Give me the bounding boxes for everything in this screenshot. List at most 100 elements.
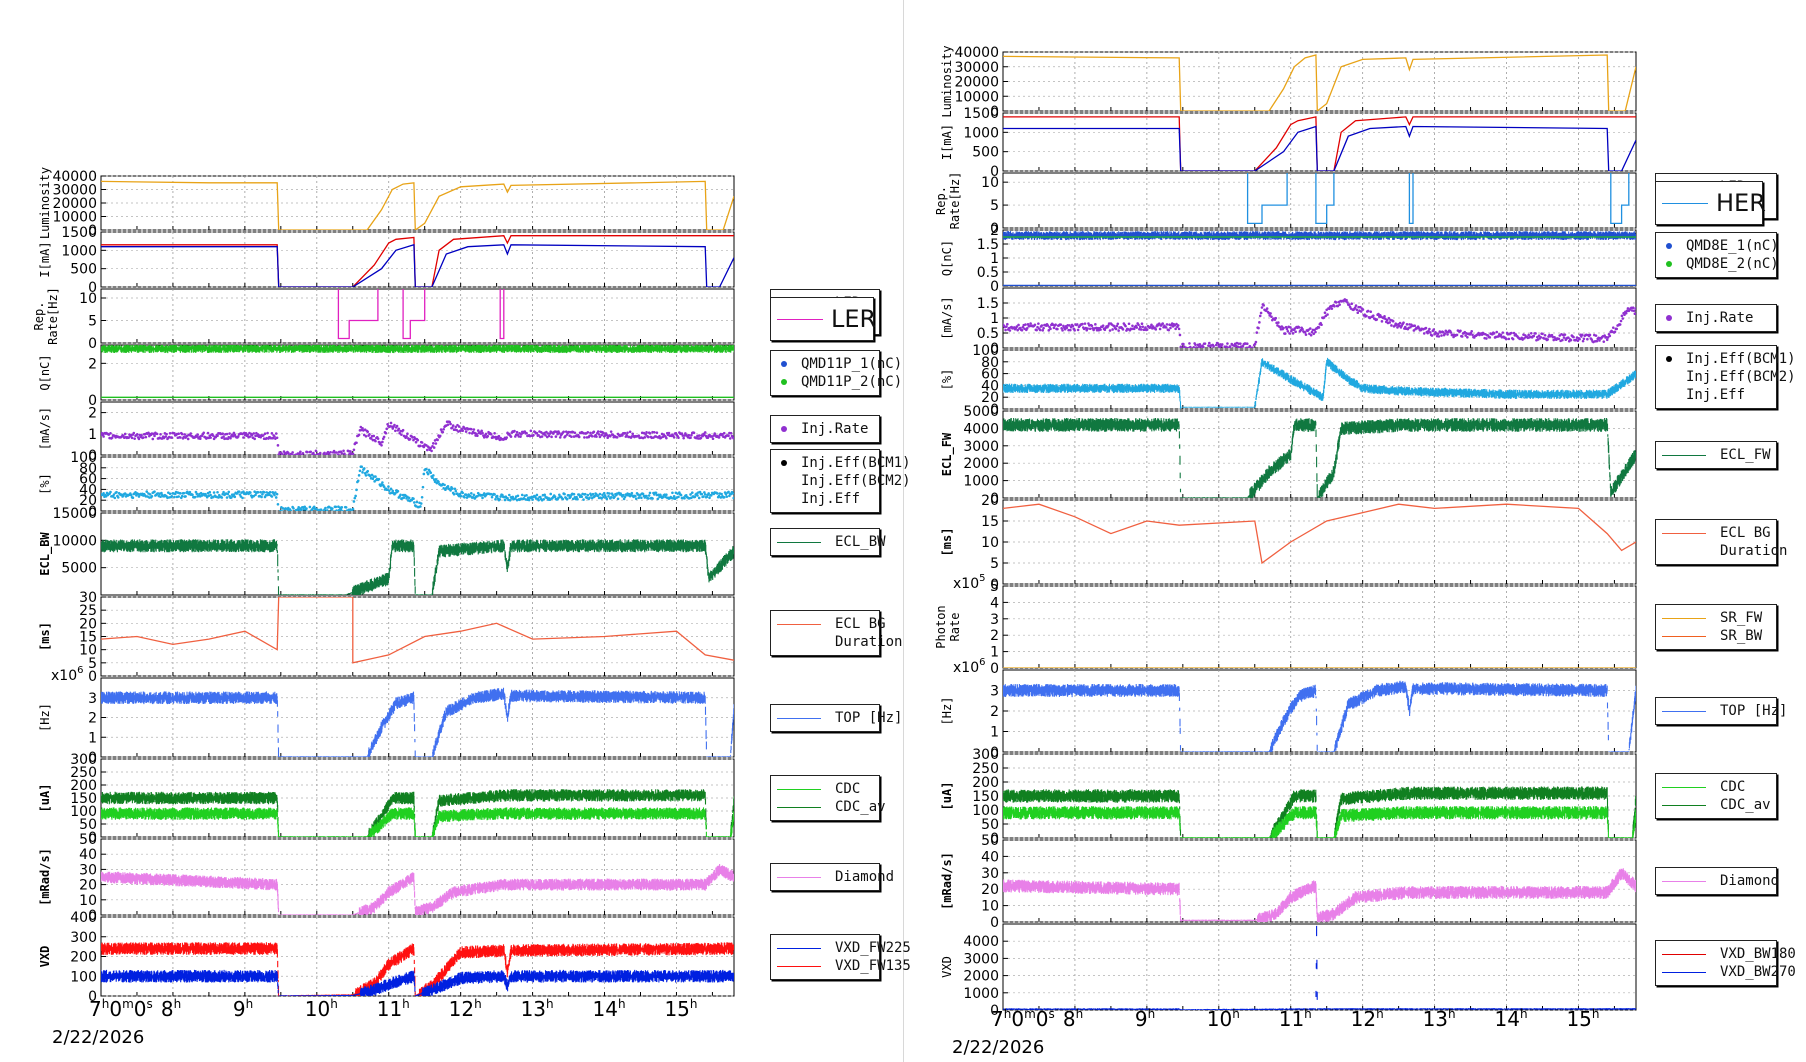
data-point (344, 506, 348, 509)
y-axis-label: [mA/s] (38, 407, 52, 450)
series-line (1003, 418, 1636, 498)
data-point (1365, 314, 1368, 318)
tick-label-y: 300 (70, 752, 97, 768)
data-point (1512, 331, 1516, 335)
data-point (590, 435, 594, 438)
data-point (1464, 334, 1467, 337)
data-point (270, 495, 274, 498)
data-point (250, 433, 254, 437)
data-point (1361, 308, 1365, 311)
data-point (698, 490, 702, 494)
data-point (135, 433, 139, 436)
data-point (461, 491, 464, 495)
data-point (596, 430, 600, 433)
data-point (137, 495, 141, 498)
series-line (1003, 54, 1636, 111)
data-point (102, 492, 105, 495)
data-point (630, 491, 634, 495)
data-point (189, 432, 193, 435)
panel-left-3: 10 5 0 Rep.Rate[Hz] (32, 287, 735, 352)
panel-right-2: 1500 1000 500 0 I[mA] (940, 106, 1637, 180)
data-point (1432, 328, 1436, 331)
data-point (226, 492, 230, 496)
legend-marker (781, 460, 787, 466)
data-point (480, 429, 483, 433)
tick-label-y: 4000 (963, 421, 999, 437)
data-point (571, 497, 575, 501)
legend-label: Inj.Eff (801, 491, 861, 507)
data-point (343, 452, 346, 455)
data-point (603, 494, 607, 497)
data-point (1115, 324, 1119, 328)
tick-label-y: 5 (990, 198, 999, 214)
tick-label-y: 30000 (52, 183, 97, 199)
data-point (1510, 331, 1513, 335)
tick-hour: 8 (1063, 1007, 1076, 1031)
data-point (180, 432, 184, 436)
data-point (262, 490, 266, 494)
data-point (221, 432, 225, 436)
data-point (242, 436, 245, 439)
tick-label-y: 150 (70, 791, 97, 807)
data-point (329, 450, 332, 454)
tick-label-y: 0 (88, 504, 97, 520)
tick-label-y: 1.5 (977, 296, 999, 312)
exponent-label: x106 (51, 665, 83, 684)
tick-label-y: 0 (990, 279, 999, 295)
tick-label-y: 3 (990, 684, 999, 700)
y-axis-label: [%] (38, 473, 52, 495)
data-point (1088, 327, 1092, 331)
data-point (461, 429, 464, 433)
data-point (1537, 334, 1541, 337)
data-point (357, 433, 361, 437)
legend-label: ECL BG (1720, 525, 1771, 541)
data-point (644, 433, 647, 436)
tick-label-y: 10 (79, 291, 97, 307)
data-point (287, 451, 290, 455)
data-point (1201, 345, 1205, 348)
data-point (1372, 314, 1375, 317)
series-group (101, 942, 734, 996)
data-point (280, 453, 284, 455)
date-label: 2/22/2026 (52, 1027, 144, 1048)
data-point (148, 493, 152, 496)
data-point (1150, 323, 1153, 327)
tick-label-y: 1000 (61, 243, 97, 259)
data-point (1428, 327, 1431, 331)
data-point (570, 435, 573, 439)
data-point (168, 492, 172, 496)
tick-label-y: 40000 (52, 169, 97, 185)
data-point (1149, 325, 1152, 329)
tick-label-y: 30 (79, 862, 97, 878)
data-point (646, 435, 650, 439)
tick-label-y: 1500 (61, 225, 97, 241)
legend-entry: LER (777, 302, 876, 336)
tick-label-y: 30 (79, 590, 97, 606)
data-point (140, 433, 143, 437)
data-point (1248, 344, 1252, 348)
legend-swatch (1662, 202, 1708, 204)
panel-frame (1002, 585, 1637, 669)
panel-frame (1002, 839, 1637, 923)
tick-label-y: 0 (88, 830, 97, 846)
data-point (1390, 324, 1393, 327)
data-point (1075, 323, 1079, 326)
data-point (1412, 329, 1416, 332)
series-line (1003, 125, 1636, 171)
y-axis-label: ECL_BW (38, 532, 53, 576)
data-point (304, 454, 307, 455)
data-point (1220, 343, 1224, 346)
data-point (608, 492, 611, 495)
legend-entry: Inj.Eff (1662, 386, 1768, 404)
data-point (728, 437, 732, 440)
tick-label-y: 1 (88, 427, 97, 443)
legend: LER (770, 297, 876, 341)
legend-entry: HER (1662, 186, 1766, 220)
tick-label-y: 300 (972, 747, 999, 763)
data-point (249, 491, 252, 494)
data-point (386, 422, 389, 426)
data-point (287, 506, 290, 510)
legend-label: QMD11P_1(nC) (801, 356, 903, 372)
tick-label-y: 25 (79, 603, 97, 619)
